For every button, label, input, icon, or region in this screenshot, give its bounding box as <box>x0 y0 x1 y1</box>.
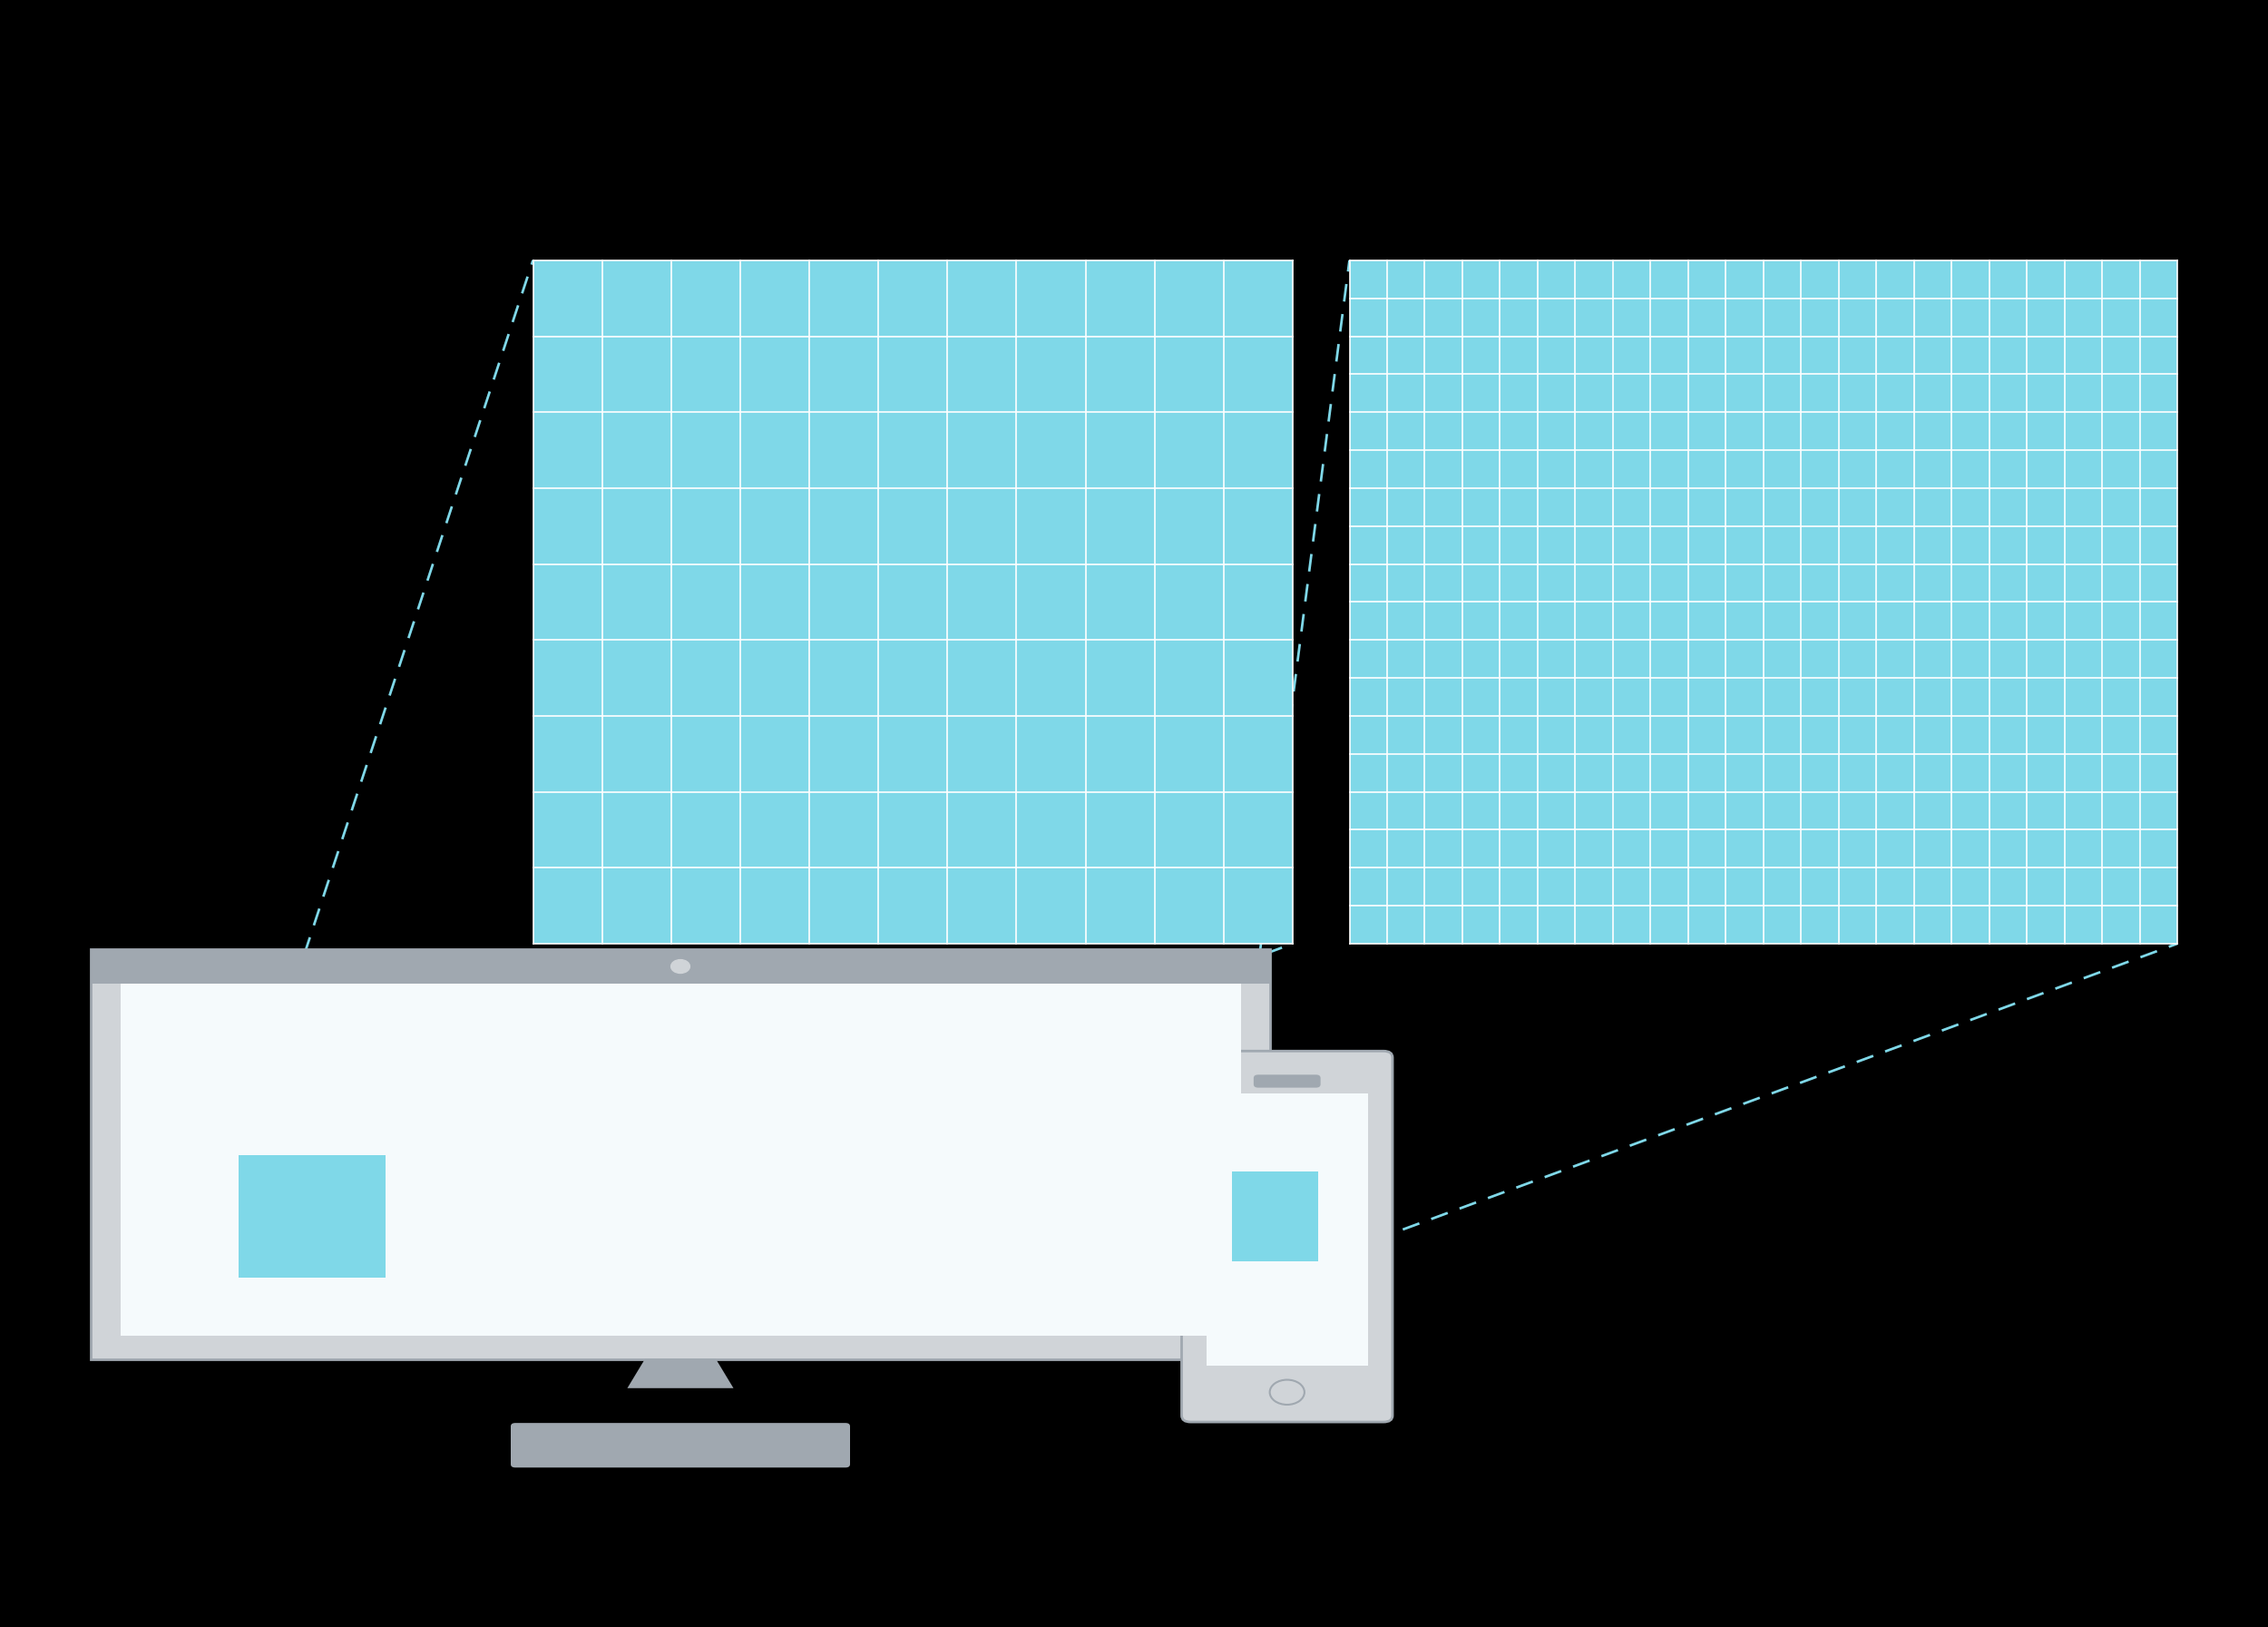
Bar <box>91 949 1270 984</box>
Bar <box>1207 1093 1368 1365</box>
FancyBboxPatch shape <box>1182 1051 1393 1422</box>
Bar <box>238 1155 386 1277</box>
Bar <box>1232 1171 1318 1261</box>
Bar <box>91 949 1270 1359</box>
Bar <box>1349 260 2177 944</box>
Polygon shape <box>628 1359 733 1388</box>
Circle shape <box>671 960 689 973</box>
FancyBboxPatch shape <box>1254 1075 1320 1087</box>
Bar <box>120 973 1241 1336</box>
Bar <box>533 260 1293 944</box>
FancyBboxPatch shape <box>510 1424 850 1468</box>
